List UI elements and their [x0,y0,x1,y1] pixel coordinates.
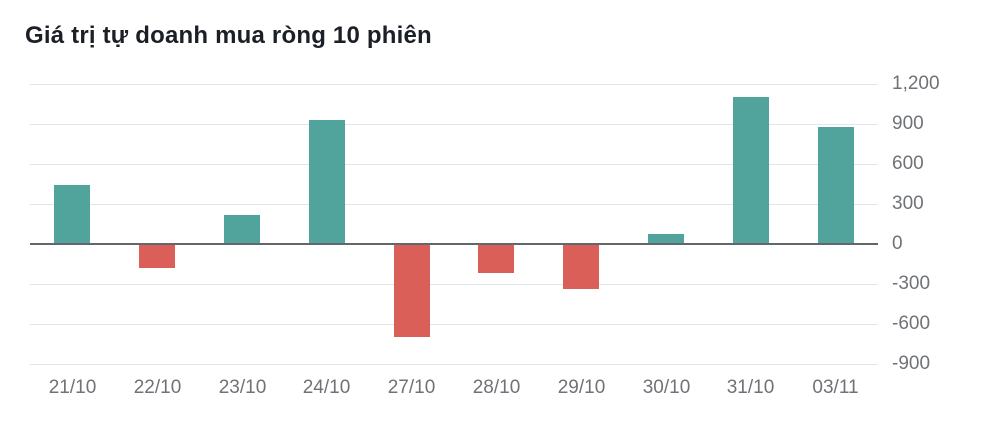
chart-title: Giá trị tự doanh mua ròng 10 phiên [25,22,432,49]
gridline-600 [30,164,878,165]
x-axis-label-21-10: 21/10 [48,377,97,398]
gridline-900 [30,124,878,125]
bar-21-10[interactable] [54,185,90,244]
bar-29-10[interactable] [563,244,599,289]
y-axis-label-600: 600 [892,153,924,174]
y-axis-label--600: -600 [892,313,931,334]
x-axis-label-27-10: 27/10 [387,377,436,398]
y-axis-label-1200: 1,200 [892,73,940,94]
y-axis-label--900: -900 [892,353,931,374]
x-axis-label-03-11: 03/11 [812,377,859,398]
gridline--300 [30,284,878,285]
x-axis-label-22-10: 22/10 [133,377,182,398]
gridline-1200 [30,84,878,85]
bar-31-10[interactable] [733,97,769,244]
bar-28-10[interactable] [478,244,514,273]
gridline--900 [30,364,878,365]
bar-24-10[interactable] [309,120,345,244]
bar-03-11[interactable] [818,127,854,244]
bar-23-10[interactable] [224,215,260,244]
x-axis-label-24-10: 24/10 [302,377,351,398]
x-axis-label-31-10: 31/10 [726,377,775,398]
y-axis-label--300: -300 [892,273,931,294]
gridline-300 [30,204,878,205]
y-axis-label-300: 300 [892,193,924,214]
x-axis-label-23-10: 23/10 [218,377,267,398]
bar-27-10[interactable] [394,244,430,337]
x-axis-label-30-10: 30/10 [642,377,691,398]
gridline--600 [30,324,878,325]
y-axis-label-900: 900 [892,113,924,134]
x-axis-label-29-10: 29/10 [557,377,606,398]
bar-22-10[interactable] [139,244,175,268]
zero-axis-line [30,243,878,245]
y-axis-label-0: 0 [892,233,903,254]
bar-30-10[interactable] [648,234,684,244]
x-axis-label-28-10: 28/10 [472,377,521,398]
